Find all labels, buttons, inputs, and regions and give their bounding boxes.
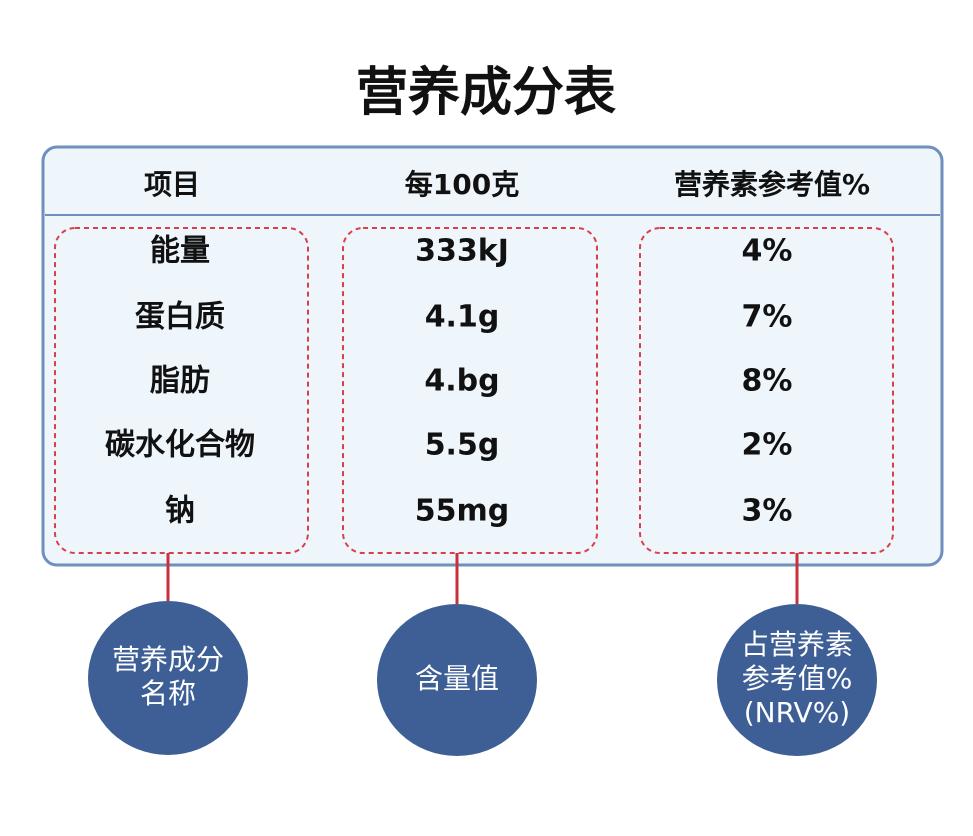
callout-label: (NRV%) [744, 696, 850, 729]
column-highlight [639, 227, 894, 554]
title: 营养成分表 [356, 63, 616, 123]
callout-label: 营养成分 [112, 643, 224, 676]
callout-label: 含量值 [415, 662, 499, 695]
table-cell: 蛋白质 [135, 300, 225, 335]
table-cell: 4.1g [425, 300, 500, 335]
table-cell: 2% [742, 428, 793, 463]
table-cell: 5.5g [425, 428, 500, 463]
callout-circle [377, 604, 537, 756]
table-cell: 7% [742, 300, 793, 335]
callout-label: 名称 [140, 677, 196, 710]
header-cell: 营养素参考值% [674, 168, 870, 201]
header-cell: 项目 [144, 168, 200, 201]
callout-label: 参考值% [742, 662, 853, 695]
table-frame [41, 145, 944, 567]
callout-circle [717, 604, 877, 756]
table-cell: 4% [742, 234, 793, 269]
table-cell: 3% [742, 494, 793, 529]
table-cell: 能量 [150, 234, 210, 269]
table-cell: 55mg [415, 494, 509, 529]
table-cell: 333kJ [415, 234, 509, 269]
column-highlight [342, 227, 598, 554]
content: 项目 每100克 营养素参考值% 能量 333kJ 4% 蛋白质 4.1g 7% 脂肪 4.bg 8%… [105, 168, 870, 729]
callout-circle [88, 601, 248, 755]
table-cell: 钠 [165, 494, 195, 529]
callout-label: 占营养素 [741, 628, 853, 661]
table-cell: 碳水化合物 [105, 428, 255, 463]
header-cell: 每100克 [405, 168, 519, 201]
column-highlight [54, 227, 309, 554]
table-cell: 8% [742, 364, 793, 399]
table-cell: 4.bg [424, 364, 499, 399]
table-cell: 脂肪 [150, 364, 210, 399]
